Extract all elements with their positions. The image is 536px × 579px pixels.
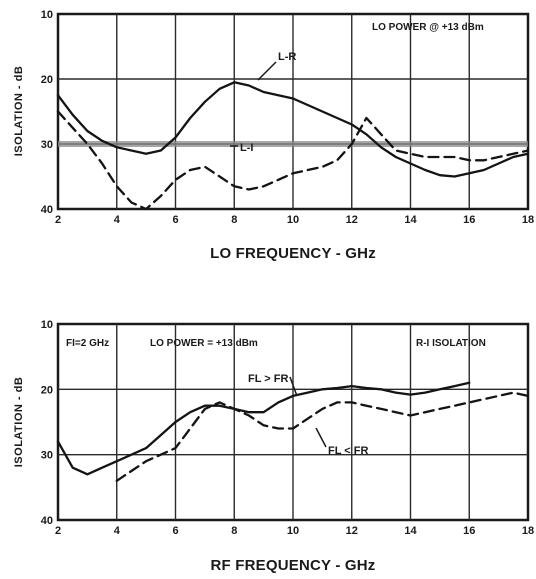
x-tick-label: 14 <box>404 525 417 537</box>
y-tick-label: 10 <box>41 319 53 331</box>
y-tick-label: 10 <box>41 9 53 21</box>
rf-isolation-chart: 2 4 6 8 10 12 14 16 18 10 20 30 40 RF FREQUENCY - G… <box>13 319 534 574</box>
x-tick-labels: 2 4 6 8 10 12 14 16 18 <box>55 525 534 537</box>
x-tick-label: 10 <box>287 214 299 226</box>
x-tick-label: 18 <box>522 525 534 537</box>
x-tick-label: 10 <box>287 525 299 537</box>
x-tick-label: 18 <box>522 214 534 226</box>
y-tick-label: 30 <box>41 139 53 151</box>
series-line-fl-fr <box>115 391 530 482</box>
series-label-fl-lt-fr-leader <box>315 427 327 448</box>
gridlines <box>58 14 528 209</box>
x-tick-label: 16 <box>463 525 475 537</box>
x-tick-label: 8 <box>231 525 237 537</box>
y-tick-label: 20 <box>41 384 53 396</box>
x-tick-label: 14 <box>404 214 417 226</box>
y-tick-label: 40 <box>41 204 53 216</box>
x-tick-label: 16 <box>463 214 475 226</box>
series-line-l-i <box>56 110 530 211</box>
series-label-l-i: L-I <box>240 142 253 154</box>
y-tick-labels: 10 20 30 40 <box>41 9 53 216</box>
series-label-l-r: L-R <box>278 51 296 63</box>
y-tick-label: 40 <box>41 515 53 527</box>
x-axis-label: LO FREQUENCY - GHz <box>210 245 376 262</box>
x-tick-label: 8 <box>231 214 237 226</box>
x-tick-label: 4 <box>114 525 121 537</box>
lo-power-note: LO POWER @ +13 dBm <box>372 22 484 33</box>
series-label-fl-gt-fr-leader <box>289 376 298 397</box>
series-layer <box>56 381 530 482</box>
x-tick-label: 2 <box>55 214 61 226</box>
x-axis-label: RF FREQUENCY - GHz <box>211 557 376 574</box>
series-line-l-r <box>56 81 530 178</box>
if-frequency-note: FI=2 GHz <box>66 338 109 349</box>
series-label-fl-lt-fr: FL < FR <box>328 445 368 457</box>
x-tick-label: 12 <box>346 214 358 226</box>
x-tick-label: 12 <box>346 525 358 537</box>
y-axis-label: ISOLATION - dB <box>13 66 25 157</box>
series-label-fl-gt-fr: FL > FR <box>248 373 288 385</box>
x-tick-label: 2 <box>55 525 61 537</box>
lo-power-note: LO POWER = +13 dBm <box>150 338 258 349</box>
series-layer <box>56 81 530 211</box>
x-tick-labels: 2 4 6 8 10 12 14 16 18 <box>55 214 534 226</box>
lo-isolation-chart: 2 4 6 8 10 12 14 16 18 10 20 30 40 LO FREQUENCY - G… <box>13 9 534 262</box>
series-label-l-r-leader <box>257 61 277 81</box>
y-tick-label: 20 <box>41 74 53 86</box>
gridlines <box>58 324 528 520</box>
y-axis-label: ISOLATION - dB <box>13 377 25 468</box>
r-i-isolation-note: R-I ISOLATION <box>416 338 486 349</box>
series-line-fl-fr <box>56 381 471 476</box>
x-tick-label: 4 <box>114 214 121 226</box>
y-tick-label: 30 <box>41 450 53 462</box>
x-tick-label: 6 <box>172 525 178 537</box>
x-tick-label: 6 <box>172 214 178 226</box>
y-tick-labels: 10 20 30 40 <box>41 319 53 527</box>
